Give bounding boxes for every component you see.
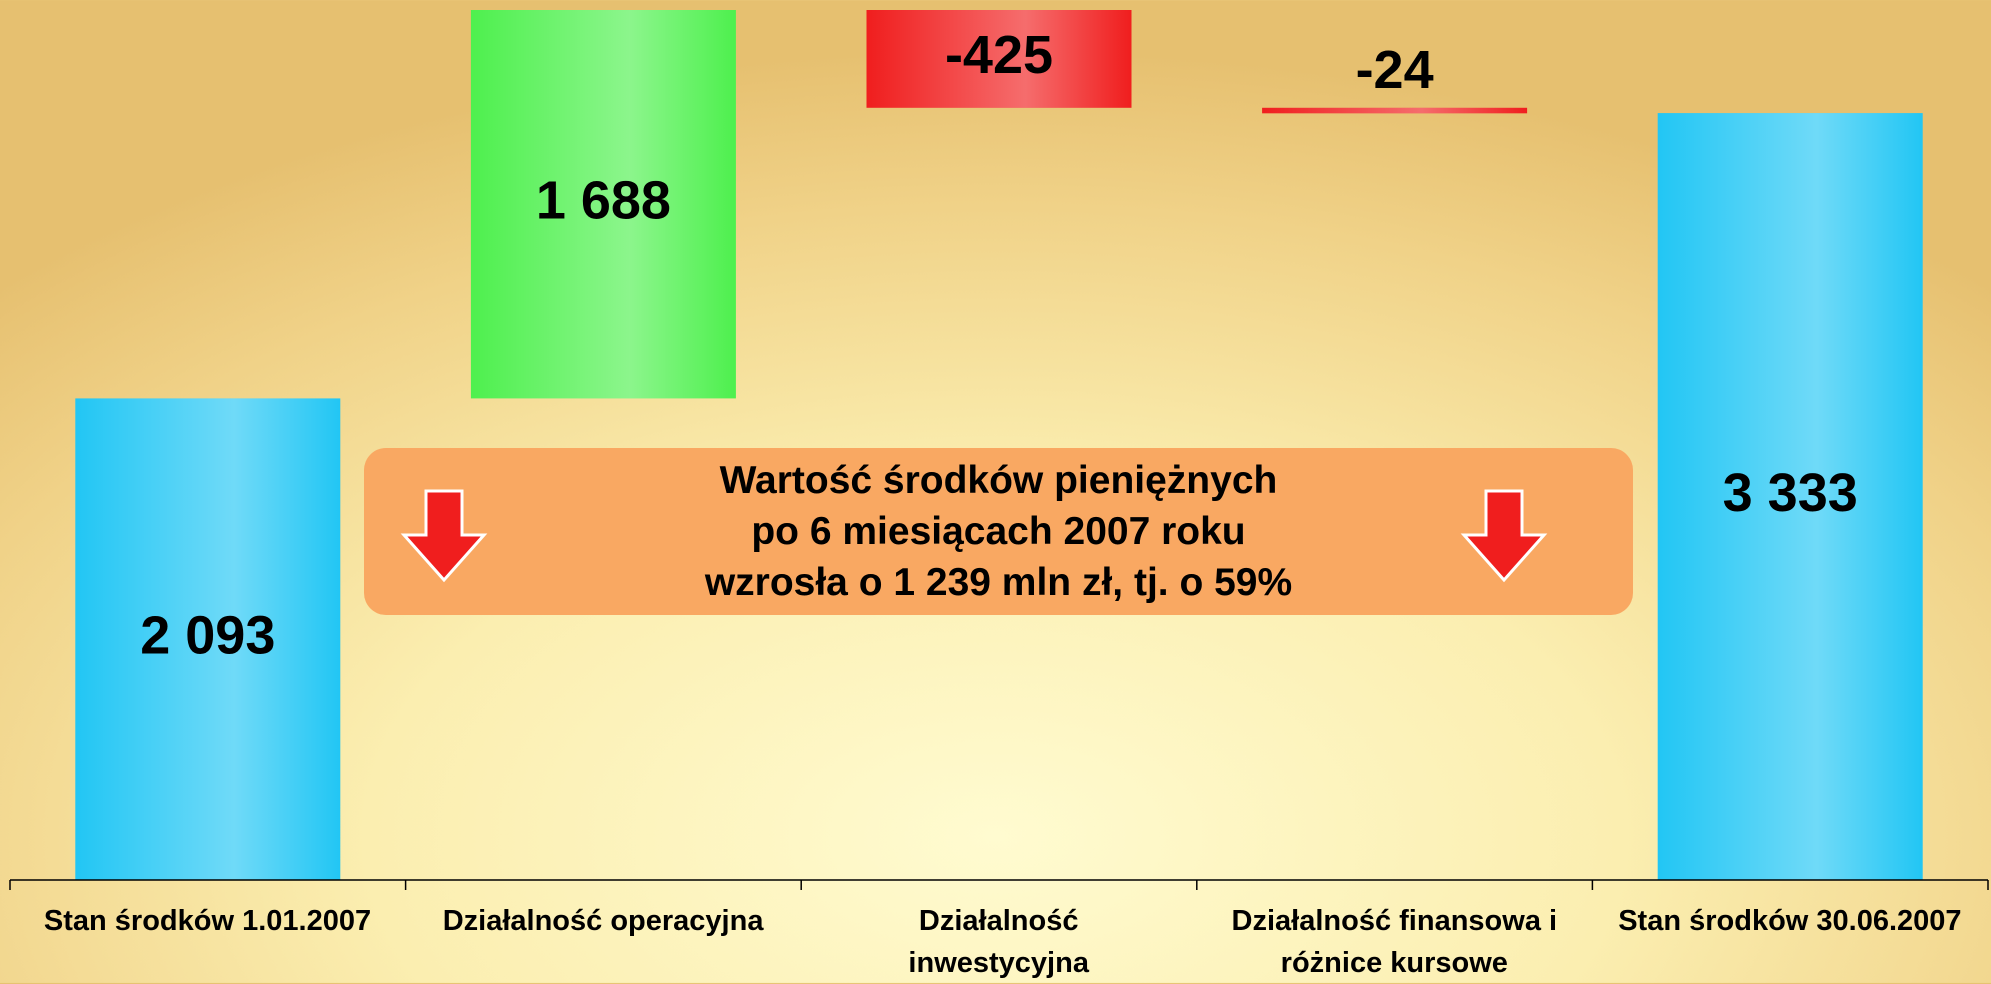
value-label: -425 <box>945 25 1053 85</box>
x-tick-label: Stan środków 30.06.2007 <box>1618 905 1962 937</box>
annotation: Wartość środków pieniężnych po 6 miesiąc… <box>704 459 1293 604</box>
value-label: -24 <box>1356 40 1434 100</box>
x-tick-label: Stan środków 1.01.2007 <box>43 905 372 937</box>
arrows <box>400 489 1548 583</box>
annotation-box: Wartość środków pieniężnych po 6 miesiąc… <box>364 448 1633 615</box>
x-tick-label: Działalność finansowa i różnice kursowe <box>1231 905 1558 979</box>
value-label: 3 333 <box>1723 463 1858 523</box>
x-tick-label: Działalność inwestycyjna <box>908 905 1089 979</box>
bar-shine <box>470 10 736 399</box>
down-arrow <box>400 489 488 583</box>
down-arrow <box>1460 489 1548 583</box>
x-tick-label: Działalność operacyjna <box>442 905 764 937</box>
value-label: 2 093 <box>140 605 275 665</box>
bar-shine <box>1262 107 1528 114</box>
bar-shine <box>866 10 1132 108</box>
bar-shine <box>1657 113 1923 880</box>
value-label: 1 688 <box>536 170 671 230</box>
bar-shine <box>75 398 341 880</box>
